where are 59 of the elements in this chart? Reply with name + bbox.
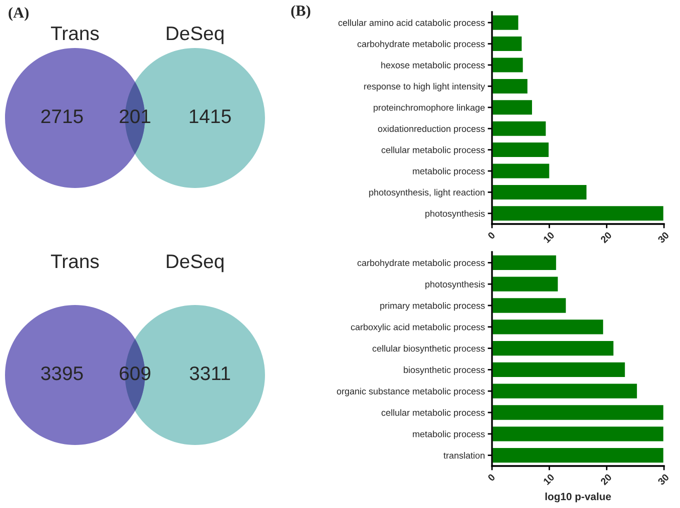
y-tick-label: cellular metabolic process [382,146,485,155]
x-axis-title: log10 p-value [545,492,611,502]
y-tick-label: response to high light intensity [364,82,486,92]
text: (A) [8,7,29,21]
y-tick-label: carbohydrate metabolic process [357,40,485,49]
bar [492,382,638,400]
category-label: Trans [50,26,99,40]
x-tick-label: 0 [487,231,496,240]
x-tick-label: 30 [657,473,670,486]
category-label: Trans [50,254,99,268]
bar [492,446,664,464]
category-label: DeSeq [166,26,224,44]
x-tick-label: 20 [600,473,612,486]
bar [492,360,626,378]
y-tick-label: primary metabolic process [380,302,485,311]
y-tick-label: carboxylic acid metabolic process [350,324,485,332]
y-tick-label: cellular metabolic process [382,409,485,418]
y-tick-label: hexose metabolic process [381,62,485,70]
bar [492,340,615,358]
data-label: 1415 [190,110,231,124]
data-label: 3311 [190,366,230,380]
y-tick-label: photosynthesis, light reaction [369,188,484,198]
bar [492,141,550,158]
bar [492,35,524,52]
y-tick-label: carbohydrate metabolic process [357,259,485,268]
y-tick-label: translation [444,452,484,459]
bar [492,56,524,74]
bar [492,425,664,443]
y-tick-label: photosynthesis [425,210,485,219]
bar [492,318,604,336]
y-tick-label: metabolic process [412,168,485,176]
x-tick-label: 0 [487,473,496,482]
y-tick-label: oxidationreduction process [378,125,485,134]
bar [492,184,588,201]
bar [492,254,558,272]
bar [492,275,560,293]
y-tick-label: cellular amino acid catabolic process [338,19,485,28]
bar [492,98,534,116]
bar [492,162,551,180]
y-tick-label: proteinchromophore linkage [374,104,485,113]
bar [492,404,664,422]
x-tick-label: 20 [600,231,612,244]
y-tick-label: photosynthesis [425,280,485,290]
y-tick-label: metabolic process [412,430,485,440]
bar [492,78,529,95]
bar [492,296,568,314]
x-tick-label: 10 [542,231,555,244]
x-tick-label: 10 [542,473,555,486]
data-label: 2715 [41,109,83,124]
text: (B) [291,5,310,19]
y-tick-label: cellular biosynthetic process [372,345,485,354]
x-tick-label: 30 [657,231,670,244]
y-tick-label: biosynthetic process [404,366,485,375]
y-tick-label: organic substance metabolic process [336,388,485,396]
bar [492,14,520,32]
bar [492,204,664,222]
data-label: 3395 [41,366,83,380]
bar [492,120,548,138]
category-label: DeSeq [166,254,224,272]
